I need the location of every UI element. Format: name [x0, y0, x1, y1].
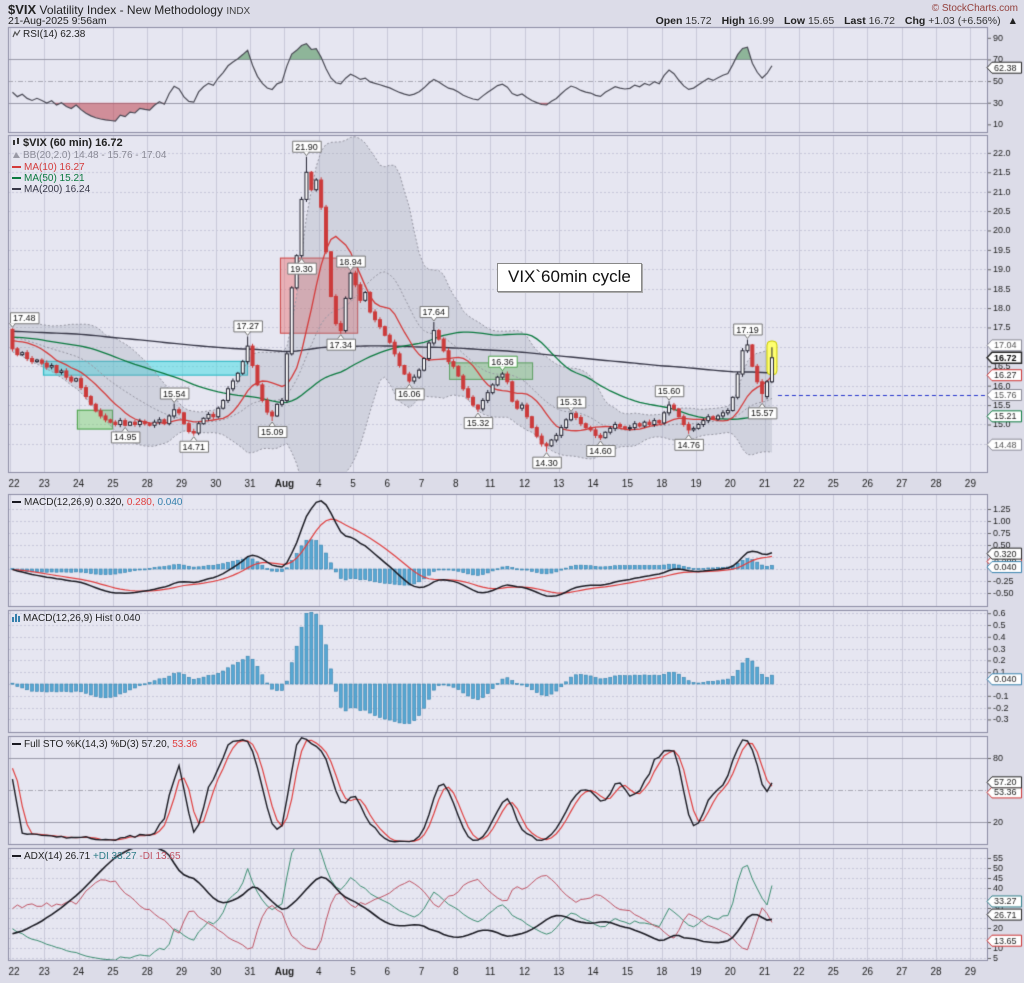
ma200-dash-icon	[12, 188, 21, 190]
high-label: High	[721, 15, 745, 27]
adx-dash-icon	[12, 855, 21, 857]
ma200-legend: MA(200) 16.24	[12, 184, 166, 195]
main-legend: $VIX (60 min) 16.72 BB(20,2.0) 14.48 - 1…	[12, 138, 166, 195]
symbol: $VIX	[8, 2, 37, 17]
chart-header: $VIX Volatility Index - New Methodology …	[8, 2, 250, 17]
bb-legend: BB(20,2.0) 14.48 - 15.76 - 17.04	[12, 150, 166, 162]
chg-up-arrow-icon: ▲	[1007, 15, 1018, 27]
candles-icon	[12, 138, 21, 150]
macd-legend-signal: 0.280,	[126, 497, 155, 508]
open-value: 15.72	[685, 15, 712, 27]
hist-legend-text: MACD(12,26,9) Hist 0.040	[23, 613, 141, 624]
macd-legend-hist: 0.040	[157, 497, 183, 508]
open-label: Open	[655, 15, 683, 27]
high-value: 16.99	[747, 15, 775, 27]
macd-legend-main: MACD(12,26,9) 0.320,	[24, 497, 125, 508]
chart-datetime: 21-Aug-2025 9:56am	[8, 15, 107, 27]
ma10-dash-icon	[12, 166, 21, 168]
exchange-label: INDX	[226, 6, 251, 17]
ma10-legend: MA(10) 16.27	[12, 162, 166, 173]
rsi-legend: RSI(14) 62.38	[12, 29, 85, 41]
cycle-annotation-box: VIX`60min cycle	[497, 263, 642, 292]
sto-dash-icon	[12, 743, 21, 745]
histogram-icon	[12, 613, 21, 625]
sto-legend-d: 53.36	[172, 739, 198, 750]
chg-value: +1.03 (+6.56%)	[928, 15, 1001, 27]
low-label: Low	[784, 15, 806, 27]
adx-legend-pdi: +DI 33.27	[92, 851, 137, 862]
last-value: 16.72	[868, 15, 895, 27]
sto-legend: Full STO %K(14,3) %D(3) 57.20, 53.36	[12, 739, 197, 750]
bb-icon	[12, 150, 21, 162]
macd-dash-icon	[12, 501, 21, 503]
adx-legend-ndi: -DI 13.65	[139, 851, 181, 862]
symbol-name: Volatility Index - New Methodology	[39, 3, 223, 17]
indicator-icon	[12, 29, 21, 41]
main-legend-title: $VIX (60 min) 16.72	[23, 137, 123, 149]
ma50-legend: MA(50) 15.21	[12, 173, 166, 184]
macd-legend: MACD(12,26,9) 0.320, 0.280, 0.040	[12, 497, 182, 508]
rsi-legend-text: RSI(14) 62.38	[23, 29, 86, 40]
sto-legend-k: Full STO %K(14,3) %D(3) 57.20,	[24, 739, 170, 750]
adx-legend: ADX(14) 26.71 +DI 33.27 -DI 13.65	[12, 851, 181, 862]
last-label: Last	[844, 15, 866, 27]
copyright: © StockCharts.com	[931, 3, 1018, 14]
ma50-dash-icon	[12, 177, 21, 179]
low-value: 15.65	[807, 15, 835, 27]
adx-legend-adx: ADX(14) 26.71	[24, 851, 91, 862]
quote-bar: Open 15.72 High 16.99 Low 15.65 Last 16.…	[656, 15, 1018, 27]
hist-legend: MACD(12,26,9) Hist 0.040	[12, 613, 140, 625]
chg-label: Chg	[904, 15, 926, 27]
